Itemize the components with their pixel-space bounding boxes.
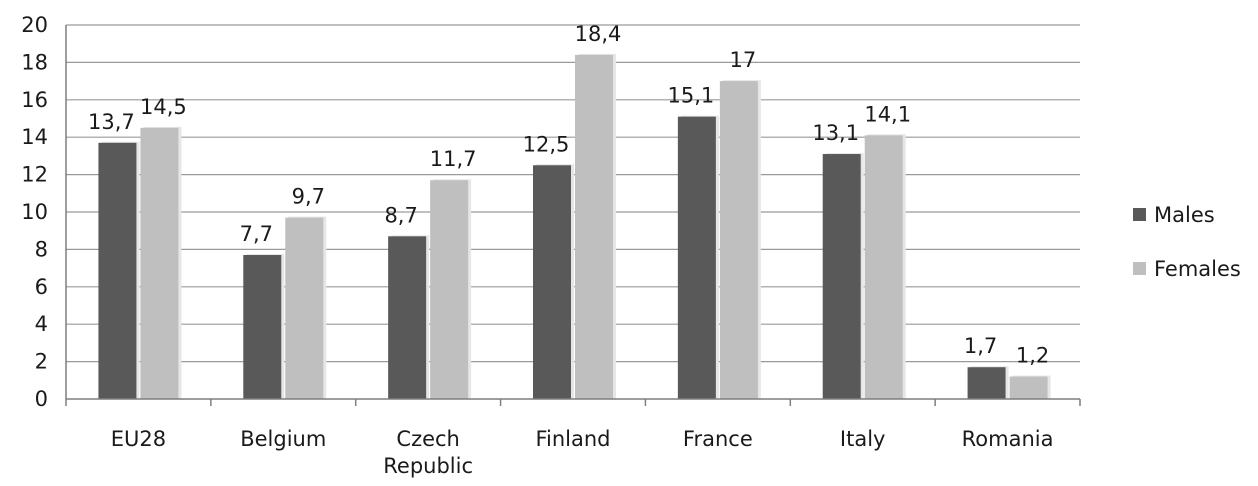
- bar-females: [430, 180, 469, 399]
- y-tick-label: 2: [35, 350, 48, 374]
- legend-label-males: Males: [1154, 203, 1215, 227]
- x-category-label: Italy: [840, 427, 886, 451]
- bars: [98, 53, 1051, 400]
- bar-females: [285, 217, 324, 399]
- legend-label-females: Females: [1154, 257, 1241, 281]
- data-label: 13,7: [88, 110, 135, 134]
- legend-swatch-males: [1133, 208, 1146, 221]
- data-label: 12,5: [523, 132, 570, 156]
- y-tick-label: 16: [21, 88, 48, 112]
- y-tick-label: 12: [21, 163, 48, 187]
- bar-males: [98, 142, 137, 399]
- data-label: 11,7: [430, 147, 477, 171]
- data-labels: 13,714,57,79,78,711,712,518,415,11713,11…: [88, 22, 1049, 368]
- y-tick-label: 14: [21, 125, 48, 149]
- data-label: 18,4: [575, 22, 622, 46]
- bar-males: [533, 165, 571, 399]
- y-tick-label: 20: [21, 13, 48, 37]
- bar-males: [677, 116, 716, 399]
- x-category-label: Romania: [962, 427, 1054, 451]
- y-tick-label: 8: [35, 237, 48, 261]
- x-category-label: Republic: [383, 454, 473, 478]
- data-label: 8,7: [384, 203, 417, 227]
- bar-females: [575, 54, 613, 400]
- bar-females: [719, 81, 758, 399]
- data-label: 17: [729, 48, 756, 72]
- bar-males: [388, 236, 427, 399]
- bar-females: [140, 127, 179, 399]
- x-category-label: EU28: [111, 427, 166, 451]
- bar-males: [967, 367, 1006, 399]
- data-label: 1,2: [1016, 344, 1049, 368]
- y-tick-label: 6: [35, 275, 48, 299]
- bar-males: [243, 255, 282, 399]
- data-label: 7,7: [240, 222, 273, 246]
- y-tick-label: 10: [21, 200, 48, 224]
- data-label: 15,1: [667, 84, 714, 108]
- data-label: 13,1: [812, 121, 859, 145]
- data-label: 14,5: [140, 95, 187, 119]
- data-label: 14,1: [864, 102, 911, 126]
- y-tick-label: 0: [35, 387, 48, 411]
- x-category-label: Czech: [396, 427, 459, 451]
- legend-swatch-females: [1133, 262, 1146, 275]
- x-axis: EU28 Belgium Czech Republic Finland France Ita…: [65, 25, 1081, 478]
- y-tick-label: 4: [35, 312, 48, 336]
- bar-males: [822, 154, 861, 399]
- bar-females: [864, 135, 903, 399]
- data-label: 1,7: [964, 334, 997, 358]
- x-category-label: Finland: [535, 427, 610, 451]
- y-axis-tick-labels: 0 2 4 6 8 10 12 14 16 18 20: [21, 13, 48, 411]
- x-category-label: France: [683, 427, 753, 451]
- x-category-label: Belgium: [240, 427, 326, 451]
- y-tick-label: 18: [21, 50, 48, 74]
- legend: Males Females: [1133, 203, 1241, 281]
- bar-females: [1009, 376, 1048, 399]
- data-label: 9,7: [292, 185, 325, 209]
